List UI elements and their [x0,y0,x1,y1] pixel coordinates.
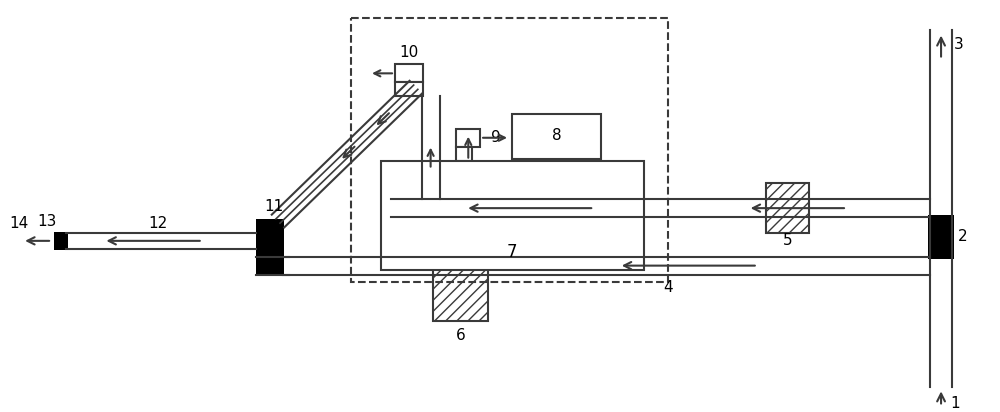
Bar [433,257,488,321]
Bar [456,129,480,147]
Text: 4: 4 [664,280,673,295]
Text: 6: 6 [455,328,465,342]
Bar [256,219,284,274]
Bar [456,147,472,161]
Text: 8: 8 [552,128,561,143]
Bar [351,18,668,283]
Bar [395,64,423,82]
Text: 13: 13 [37,213,57,229]
Text: 7: 7 [507,243,517,261]
Bar [512,114,601,159]
Bar [766,183,809,233]
Text: 5: 5 [783,233,792,248]
Text: 2: 2 [958,229,968,244]
Text: 1: 1 [950,396,960,411]
Bar [395,82,423,96]
Bar [381,161,644,269]
Text: 14: 14 [10,215,29,230]
Text: 11: 11 [264,199,284,214]
Bar [54,232,68,250]
Text: 10: 10 [399,45,418,60]
Text: 3: 3 [954,37,964,52]
Text: 12: 12 [148,215,168,230]
Text: 9: 9 [491,130,501,145]
Bar [928,215,954,259]
